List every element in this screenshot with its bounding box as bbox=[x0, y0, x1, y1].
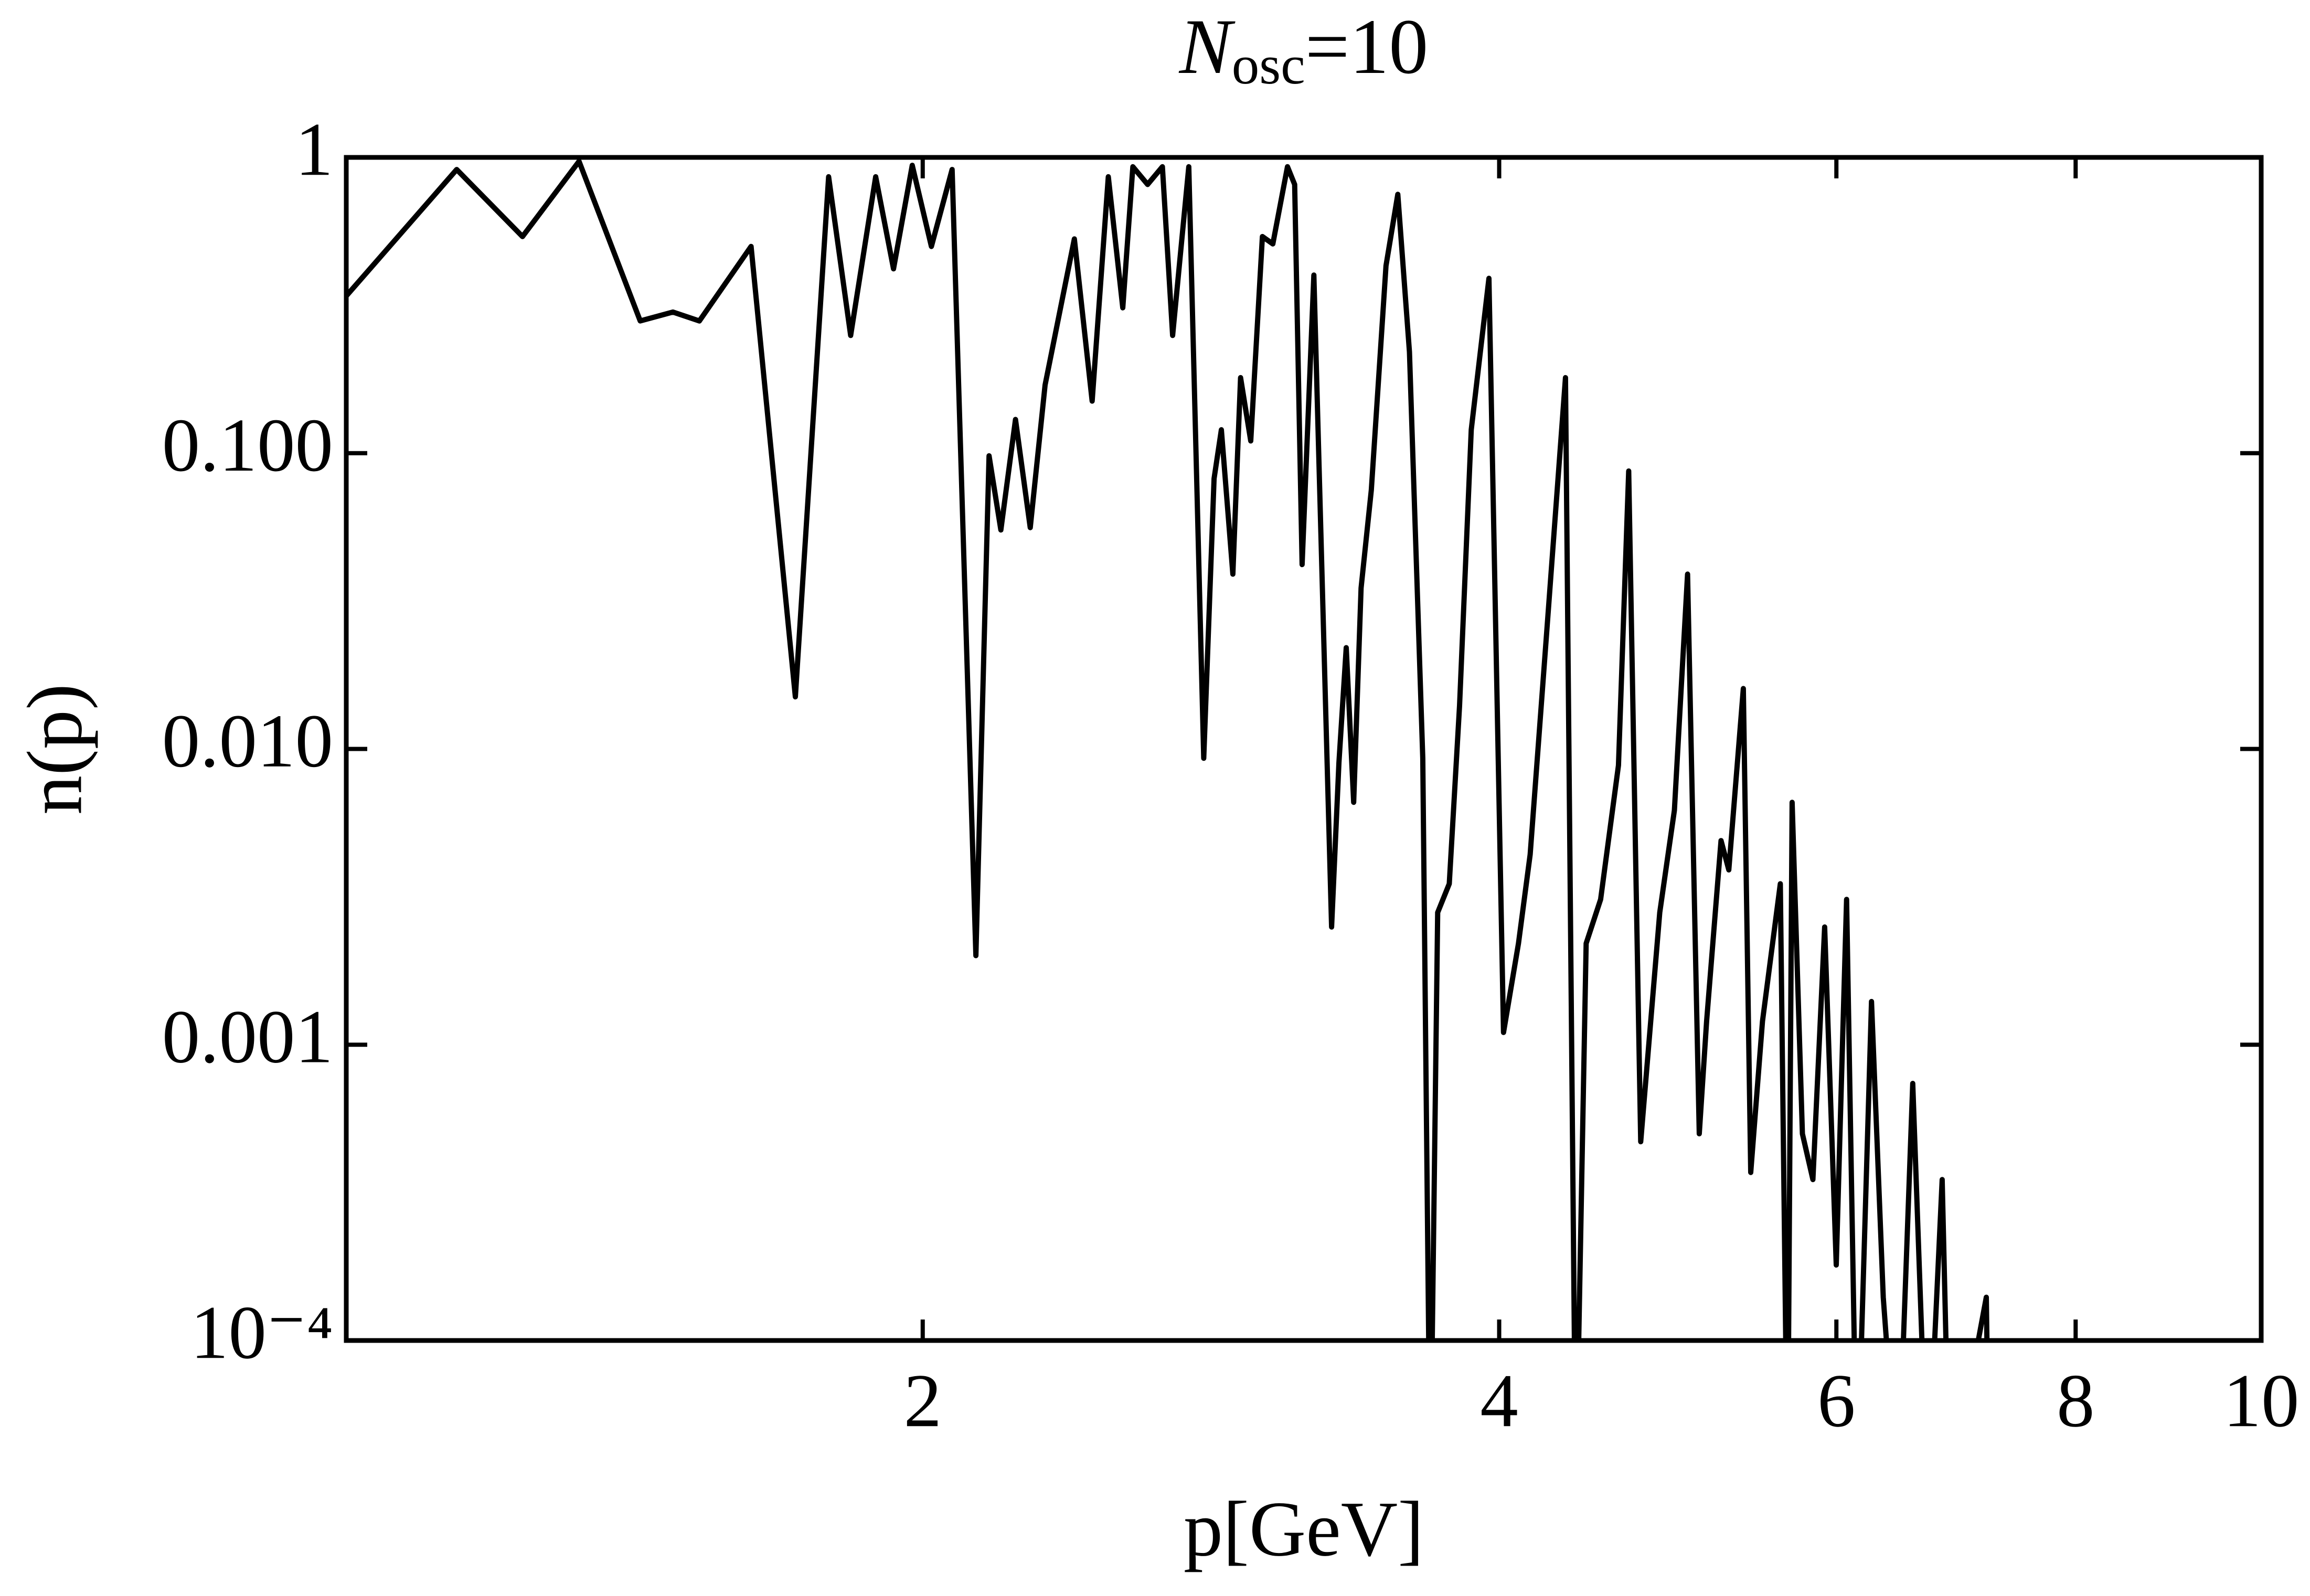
title-symbol: N bbox=[1178, 3, 1236, 90]
data-line bbox=[346, 158, 1990, 1340]
x-tick-label: 4 bbox=[1480, 1359, 1518, 1443]
x-tick-label: 2 bbox=[904, 1359, 942, 1443]
chart-title: Nosc=10 bbox=[1178, 3, 1429, 95]
x-tick-label: 6 bbox=[1817, 1359, 1856, 1443]
x-axis-label: p[GeV] bbox=[1184, 1485, 1424, 1572]
y-tick-label: 10⁻⁴ bbox=[190, 1291, 333, 1375]
plot-frame bbox=[344, 155, 2264, 1343]
x-tick-label: 8 bbox=[2057, 1359, 2095, 1443]
y-tick-label: 1 bbox=[295, 108, 334, 191]
x-tick-label: 10 bbox=[2223, 1359, 2300, 1443]
y-tick-label: 0.010 bbox=[162, 699, 333, 783]
title-rest: =10 bbox=[1305, 3, 1429, 90]
title-subscript: osc bbox=[1232, 34, 1305, 95]
y-tick-label: 0.001 bbox=[162, 995, 333, 1079]
y-axis-label: n(p) bbox=[11, 684, 98, 815]
y-tick-label: 0.100 bbox=[162, 403, 333, 487]
